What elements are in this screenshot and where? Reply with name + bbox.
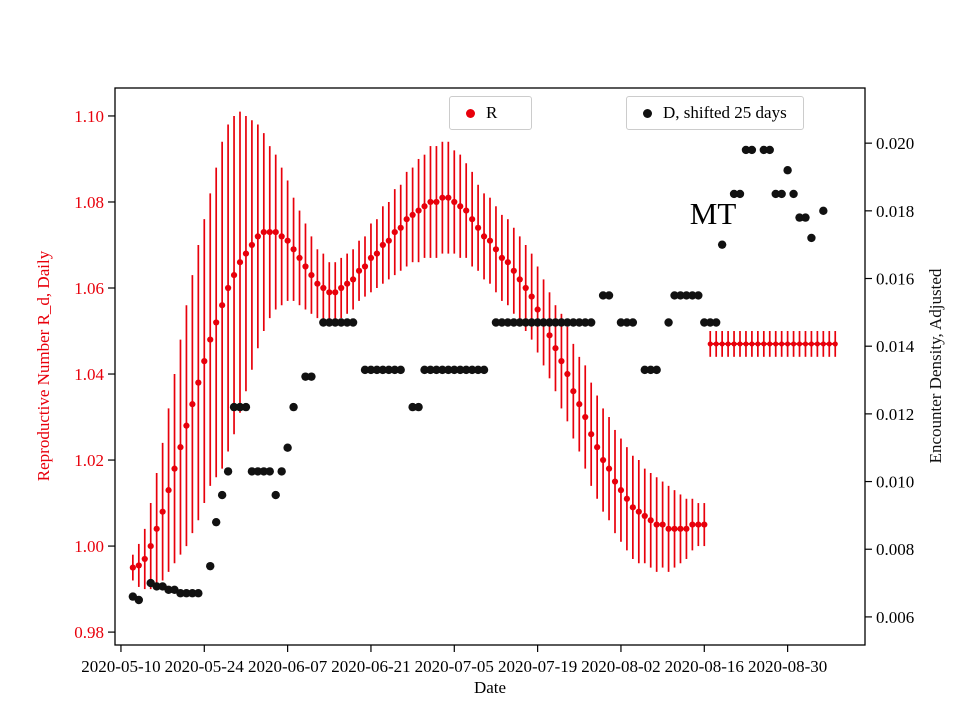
svg-text:1.04: 1.04: [74, 365, 104, 384]
state-annotation: MT: [689, 196, 737, 231]
svg-text:1.00: 1.00: [74, 537, 104, 556]
svg-text:0.006: 0.006: [876, 608, 914, 627]
legend-d-label: D, shifted 25 days: [663, 103, 787, 122]
svg-text:0.012: 0.012: [876, 405, 914, 424]
svg-text:0.020: 0.020: [876, 134, 914, 153]
legend-d: D, shifted 25 days: [626, 96, 804, 130]
svg-text:2020-06-21: 2020-06-21: [331, 657, 410, 676]
y-right-ticks: 0.006 0.008 0.010 0.012 0.014 0.016 0.018 0.020: [865, 134, 915, 627]
svg-text:1.06: 1.06: [74, 279, 104, 298]
svg-text:2020-05-10: 2020-05-10: [81, 657, 160, 676]
series-r-forecast: [707, 331, 838, 357]
svg-text:2020-08-16: 2020-08-16: [665, 657, 744, 676]
y-left-ticks: 0.98 1.00 1.02 1.04 1.06 1.08 1.10: [74, 107, 115, 642]
svg-text:2020-05-24: 2020-05-24: [165, 657, 245, 676]
x-axis-label: Date: [473, 678, 507, 697]
svg-text:0.010: 0.010: [876, 473, 914, 492]
svg-text:2020-07-05: 2020-07-05: [415, 657, 494, 676]
legend-r-label: R: [486, 103, 498, 122]
svg-text:0.008: 0.008: [876, 540, 914, 559]
y-left-label: Reproductive Number R_d, Daily: [34, 250, 53, 482]
y-right-label: Encounter Density, Adjusted: [926, 268, 945, 464]
svg-text:2020-08-30: 2020-08-30: [748, 657, 827, 676]
series-d-shifted-25-days: [128, 145, 828, 605]
svg-text:0.016: 0.016: [876, 270, 914, 289]
svg-text:1.10: 1.10: [74, 107, 104, 126]
r-series-marker-icon: [466, 108, 475, 118]
x-ticks: 2020-05-10 2020-05-24 2020-06-07 2020-06-21…: [81, 645, 827, 676]
svg-text:2020-08-02: 2020-08-02: [581, 657, 660, 676]
axes-frame: [114, 87, 866, 646]
svg-text:2020-06-07: 2020-06-07: [248, 657, 328, 676]
svg-text:1.08: 1.08: [74, 193, 104, 212]
svg-text:0.014: 0.014: [876, 337, 915, 356]
svg-text:2020-07-19: 2020-07-19: [498, 657, 577, 676]
svg-text:1.02: 1.02: [74, 451, 104, 470]
svg-text:0.018: 0.018: [876, 202, 914, 221]
legend-r: R: [449, 96, 533, 130]
series-r: [129, 111, 708, 590]
svg-text:0.98: 0.98: [74, 623, 104, 642]
d-series-marker-icon: [643, 108, 652, 118]
